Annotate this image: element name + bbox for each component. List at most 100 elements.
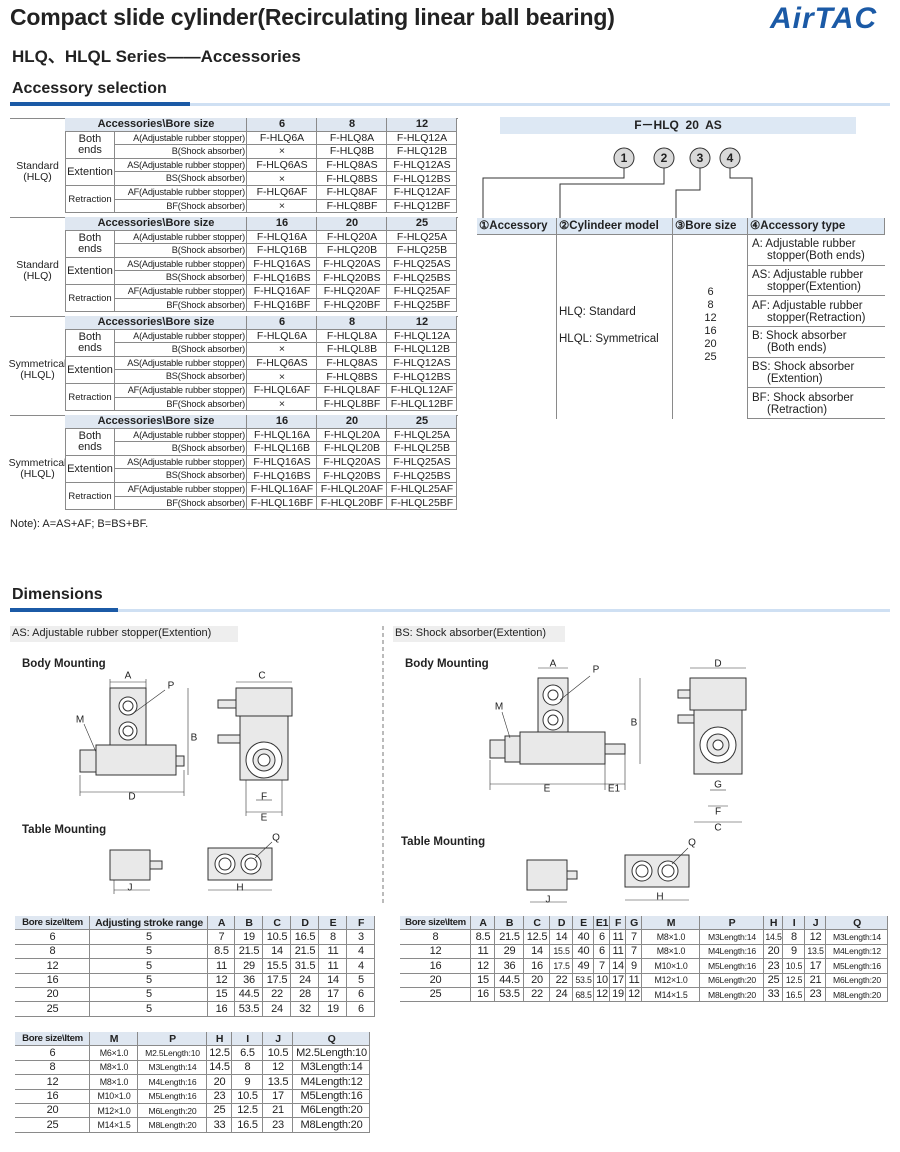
left-body-drawing: [79, 679, 293, 816]
table-cell: 23: [805, 988, 826, 1002]
bore-size: 20: [704, 337, 717, 350]
dimension-label: B: [191, 733, 198, 744]
table-header: M: [642, 916, 700, 931]
part-number: F-HLQL6A: [247, 330, 317, 344]
table-cell: 29: [235, 959, 263, 973]
table-cell: 25: [207, 1104, 232, 1118]
table-cell: 7: [626, 930, 642, 944]
order-code: F－HLQ 20 AS: [634, 118, 722, 133]
type-entry: BS: Shock absorber (Extention): [748, 358, 885, 389]
table-cell: 6.5: [232, 1046, 263, 1060]
table-cell: 6: [594, 945, 610, 959]
part-number: F-HLQ8A: [317, 132, 387, 146]
header-cell: 12: [387, 316, 457, 330]
type-line: (Retraction): [767, 403, 828, 416]
part-number: F-HLQ16B: [247, 244, 317, 258]
table-cell: M6Length:20: [700, 974, 764, 988]
table-cell: 20: [400, 974, 471, 988]
table-cell: 19: [610, 988, 626, 1002]
part-number: ×: [247, 172, 317, 186]
table-cell: 24: [291, 974, 319, 988]
table-header: D: [291, 916, 319, 931]
table-cell: 6: [347, 988, 375, 1002]
header-cell: Accessories\Bore size: [65, 118, 247, 132]
table-cell: M4Length:16: [700, 945, 764, 959]
subgroup: Extention: [65, 357, 115, 384]
table-cell: 22: [550, 974, 573, 988]
table-header: A: [471, 916, 495, 931]
dimension-label: E: [544, 784, 551, 795]
table-cell: M6Length:20: [138, 1104, 207, 1118]
group-label-line: Symmetrical: [8, 358, 67, 371]
table-cell: 10.5: [783, 959, 805, 973]
item: AS(Adjustable rubber stopper): [115, 258, 247, 272]
dimension-label: C: [714, 823, 721, 834]
subgroup: Both ends: [65, 132, 115, 159]
header-cell: 25: [387, 217, 457, 231]
bore-size: 12: [704, 311, 717, 324]
table-cell: 6: [594, 930, 610, 944]
part-number: F-HLQ6A: [247, 132, 317, 146]
item: A(Adjustable rubber stopper): [115, 132, 247, 146]
table-header: A: [208, 916, 235, 931]
item: BS(Shock absorber): [115, 172, 247, 186]
subheading: Table Mounting: [22, 823, 107, 836]
table-cell: 10.5: [232, 1090, 263, 1104]
dimension-label: J: [128, 883, 133, 894]
item: B(Shock absorber): [115, 145, 247, 159]
table-cell: 9: [626, 959, 642, 973]
table-cell: 25: [400, 988, 471, 1002]
part-number: F-HLQL25A: [387, 429, 457, 443]
part-number: F-HLQ6AF: [247, 186, 317, 200]
table-header: E1: [594, 916, 610, 931]
table-header: E: [573, 916, 594, 931]
part-number: F-HLQ8BS: [317, 370, 387, 384]
part-number: F-HLQ20AS: [317, 258, 387, 272]
dimension-label: P: [168, 681, 175, 692]
right-table-drawing: [526, 847, 690, 903]
dimension-label: G: [714, 780, 722, 791]
table-cell: M8Length:20: [700, 988, 764, 1002]
table-cell: 25: [15, 1002, 90, 1016]
model: HLQL: Symmetrical: [559, 332, 659, 345]
table-cell: 16: [208, 1002, 235, 1016]
part-number: F-HLQ12BF: [387, 200, 457, 214]
table-cell: M4Length:12: [293, 1075, 370, 1089]
table-cell: 15.5: [263, 959, 291, 973]
table-header: Bore size\Item: [400, 916, 471, 931]
part-number: F-HLQ6AS: [247, 159, 317, 173]
code-header: ②Cylindeer model: [557, 218, 673, 235]
part-number: F-HLQ20BS: [317, 469, 387, 483]
part-number: F-HLQL20BF: [317, 497, 387, 511]
group-label-line: (HLQ): [23, 171, 52, 184]
table-cell: 24: [550, 988, 573, 1002]
item: AF(Adjustable rubber stopper): [115, 384, 247, 398]
table-cell: 32: [291, 1002, 319, 1016]
part-number: F-HLQ16AF: [247, 285, 317, 299]
table-cell: 12.5: [524, 930, 550, 944]
table-cell: 8: [15, 1061, 90, 1075]
part-number: F-HLQ16BS: [247, 271, 317, 285]
group-label-line: Symmetrical: [8, 457, 67, 470]
title: Compact slide cylinder(Recirculating lin…: [10, 4, 615, 30]
table-cell: 12: [208, 974, 235, 988]
type-line: (Both ends): [767, 342, 827, 355]
bore-size: 8: [707, 298, 714, 311]
rule: [10, 103, 890, 106]
item: AS(Adjustable rubber stopper): [115, 159, 247, 173]
item: B(Shock absorber): [115, 343, 247, 357]
part-number: F-HLQ25BS: [387, 271, 457, 285]
dimension-label: B: [631, 718, 638, 729]
part-number: F-HLQ20AS: [317, 456, 387, 470]
table-cell: 21.5: [291, 945, 319, 959]
table-cell: 68.5: [573, 988, 594, 1002]
table-cell: 20: [207, 1075, 232, 1089]
table-cell: 6: [347, 1002, 375, 1016]
item: B(Shock absorber): [115, 244, 247, 258]
marker-circle: [689, 147, 711, 169]
type-line: AF: Adjustable rubber: [752, 299, 863, 312]
group-label-line: Standard: [16, 160, 59, 173]
type-entry: AS: Adjustable rubber stopper(Extention): [748, 266, 885, 297]
header-cell: 6: [247, 118, 317, 132]
